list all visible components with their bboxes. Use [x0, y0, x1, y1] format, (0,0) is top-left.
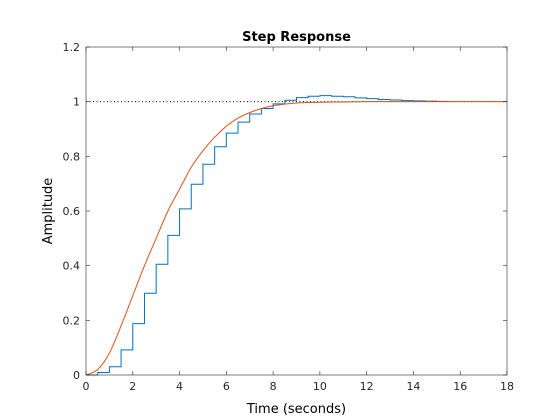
x-axis-label: Time (seconds): [246, 402, 346, 417]
y-tick-label: 1.2: [63, 41, 81, 54]
series-discrete-step-response: [86, 95, 449, 376]
y-tick-label: 0: [73, 369, 80, 382]
x-tick-label: 18: [500, 380, 514, 393]
series-layer: [85, 95, 507, 376]
series-continuous-step-response: [85, 101, 507, 376]
chart-title: Step Response: [242, 30, 351, 45]
y-tick-label: 1: [73, 96, 80, 109]
tick-layer: 0 2 4 6 8 10 12 14 16 18 0 0.2 0.4 0.6 0.8 1 1.2: [63, 41, 515, 393]
y-tick-label: 0.6: [63, 205, 81, 218]
x-tick-label: 6: [223, 380, 230, 393]
x-tick-label: 14: [406, 380, 420, 393]
x-tick-label: 12: [360, 380, 374, 393]
y-tick-label: 0.8: [63, 150, 81, 163]
x-tick-label: 10: [313, 380, 327, 393]
y-axis-label: Amplitude: [41, 178, 56, 245]
y-tick-label: 0.4: [63, 260, 81, 273]
x-tick-label: 16: [453, 380, 467, 393]
x-tick-label: 0: [83, 380, 90, 393]
y-tick-label: 0.2: [63, 314, 81, 327]
plot-area: [86, 47, 507, 375]
x-tick-label: 8: [270, 380, 277, 393]
x-tick-label: 2: [129, 380, 136, 393]
x-tick-label: 4: [176, 380, 183, 393]
